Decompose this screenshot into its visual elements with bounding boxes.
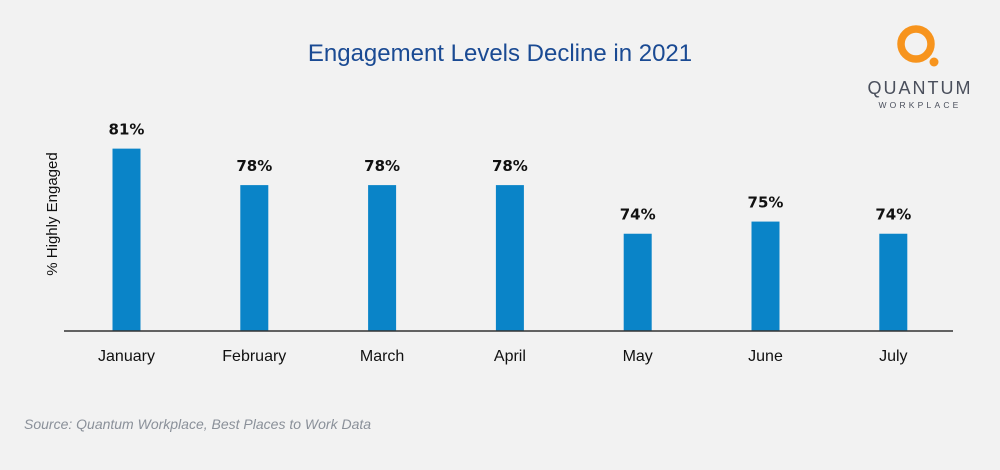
data-label-may: 74% [620,206,656,224]
bar-february [240,185,269,331]
y-axis-label: % Highly Engaged [44,152,61,275]
quantum-workplace-logo: QUANTUM WORKPLACE [860,14,980,124]
data-label-february: 78% [236,157,272,175]
bar-june [751,221,780,331]
bar-march [368,185,397,331]
bar-january [112,148,141,331]
x-tick-april: April [494,348,526,365]
x-tick-march: March [360,348,404,365]
logo-subtitle: WORKPLACE [878,100,962,110]
x-tick-may: May [623,348,653,365]
x-tick-february: February [222,348,286,365]
bar-april [495,185,524,331]
chart-title: Engagement Levels Decline in 2021 [307,40,693,67]
x-tick-june: June [748,348,783,365]
logo-name: QUANTUM [867,78,973,98]
bar-may [623,233,652,331]
logo-q-icon [897,25,939,67]
data-label-june: 75% [748,194,784,212]
x-tick-july: July [879,348,907,365]
data-label-january: 81% [109,121,145,139]
bar-july [879,233,908,331]
source-note: Source: Quantum Workplace, Best Places t… [24,416,372,432]
x-tick-january: January [98,348,155,365]
data-label-april: 78% [492,157,528,175]
data-label-july: 74% [875,206,911,224]
data-label-march: 78% [364,157,400,175]
